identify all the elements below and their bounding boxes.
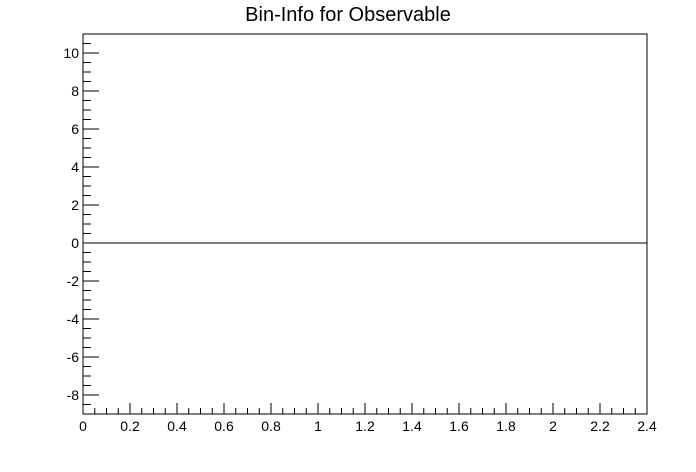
y-tick-label: -2 bbox=[67, 273, 80, 289]
y-tick-label: 0 bbox=[71, 235, 79, 251]
x-tick-label: 0.6 bbox=[214, 418, 234, 434]
x-tick-label: 1.6 bbox=[449, 418, 469, 434]
x-tick-label: 2.2 bbox=[590, 418, 610, 434]
y-tick-label: 8 bbox=[71, 83, 79, 99]
x-tick-label: 2.4 bbox=[637, 418, 657, 434]
tick-label-group: 0 0.2 0.4 0.6 0.8 1 1.2 1.4 1.6 1.8 2 2.2 2.4 -8 -6 -4 -… bbox=[63, 45, 657, 434]
x-tick-label: 0.8 bbox=[261, 418, 281, 434]
x-tick-label: 1.4 bbox=[402, 418, 422, 434]
tick-group bbox=[82, 33, 648, 415]
plot-frame bbox=[82, 33, 648, 415]
x-tick-label: 2 bbox=[549, 418, 557, 434]
x-tick-label: 0 bbox=[79, 418, 87, 434]
y-tick-label: 4 bbox=[71, 159, 79, 175]
y-tick-label: -4 bbox=[67, 311, 80, 327]
y-tick-label: 10 bbox=[63, 45, 79, 61]
x-tick-label: 0.4 bbox=[167, 418, 187, 434]
x-tick-label: 1 bbox=[314, 418, 322, 434]
chart-title: Bin-Info for Observable bbox=[245, 4, 451, 26]
x-tick-label: 1.8 bbox=[496, 418, 516, 434]
y-tick-label: 2 bbox=[71, 197, 79, 213]
y-tick-label: -6 bbox=[67, 349, 80, 365]
y-tick-label: -8 bbox=[67, 387, 80, 403]
x-tick-label: 0.2 bbox=[120, 418, 140, 434]
x-tick-label: 1.2 bbox=[355, 418, 375, 434]
y-tick-label: 6 bbox=[71, 121, 79, 137]
